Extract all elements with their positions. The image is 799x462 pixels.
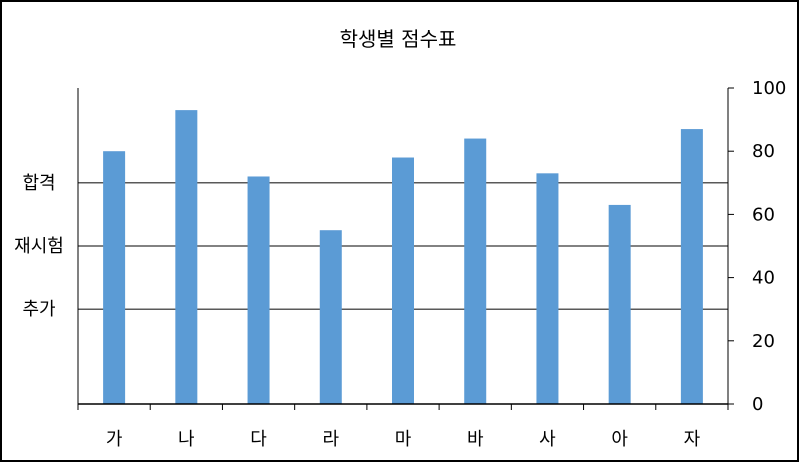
x-tick-label: 다 bbox=[250, 429, 267, 450]
bars bbox=[103, 110, 703, 405]
reference-line-label: 재시험 bbox=[14, 236, 64, 257]
bar bbox=[608, 204, 631, 404]
bar bbox=[247, 176, 270, 404]
y-tick-label: 20 bbox=[752, 331, 775, 352]
x-tick-label: 라 bbox=[322, 429, 339, 450]
x-tick-label: 바 bbox=[467, 429, 484, 450]
bar bbox=[680, 129, 703, 404]
y-tick-label: 60 bbox=[752, 204, 775, 225]
reference-line-label: 합격 bbox=[22, 173, 55, 194]
y-tick-label: 80 bbox=[752, 141, 775, 162]
chart-title: 학생별 점수표 bbox=[340, 27, 457, 51]
x-tick-label: 나 bbox=[178, 429, 195, 450]
axes: 가 나 다 라 마 바 사 아 자 0 20 40 60 80 100 bbox=[77, 78, 786, 450]
bar bbox=[536, 173, 559, 404]
reference-line-label: 추가 bbox=[22, 299, 55, 320]
bar bbox=[319, 230, 342, 404]
bar bbox=[175, 110, 198, 405]
x-tick-label: 아 bbox=[611, 429, 628, 450]
x-tick-label: 마 bbox=[395, 429, 412, 450]
bar bbox=[392, 157, 414, 404]
bar bbox=[464, 138, 487, 404]
x-tick-label: 자 bbox=[684, 429, 701, 450]
x-tick-label: 사 bbox=[539, 429, 556, 450]
y-tick-label: 0 bbox=[752, 394, 763, 415]
bar bbox=[103, 151, 126, 404]
x-tick-label: 가 bbox=[106, 429, 123, 450]
y-tick-label: 40 bbox=[752, 268, 775, 289]
y-tick-label: 100 bbox=[752, 78, 786, 99]
